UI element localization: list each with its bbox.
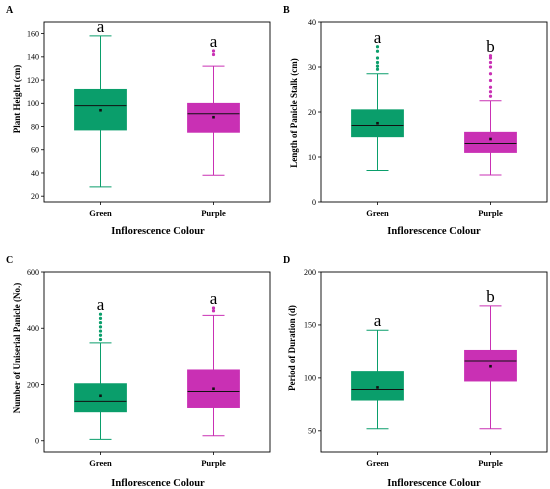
y-tick-label: 50	[308, 427, 316, 436]
panel-a-ylabel: Plant Height (cm)	[12, 65, 22, 133]
y-tick-label: 400	[27, 324, 39, 333]
category-label: Purple	[201, 208, 226, 218]
outlier-point	[488, 54, 493, 58]
y-tick-label: 0	[35, 437, 39, 446]
mean-marker	[376, 121, 379, 125]
panel-c-xlabel: Inflorescence Colour	[111, 478, 205, 489]
category-label: Green	[366, 458, 389, 468]
panel-b: B Length of Panicle Stalk (cm) Infloresc…	[283, 5, 548, 237]
box	[74, 383, 127, 413]
plot-frame	[43, 21, 271, 203]
y-tick-label: 80	[31, 122, 39, 131]
panel-b-xlabel: Inflorescence Colour	[387, 226, 481, 237]
outlier-point	[488, 90, 493, 94]
panel-b-plot: 0 10 20 30 40 Green a Purple b	[308, 18, 548, 218]
panel-a-label: A	[6, 5, 14, 16]
y-tick-label: 120	[27, 76, 39, 85]
category-label: Purple	[478, 208, 503, 218]
category-label: Green	[89, 208, 112, 218]
category-label: Green	[89, 458, 112, 468]
category-label: Purple	[201, 458, 226, 468]
outlier-point	[488, 85, 493, 89]
y-tick-label: 40	[308, 18, 316, 27]
y-tick-label: 40	[31, 169, 39, 178]
outlier-point	[488, 65, 493, 69]
plot-frame	[43, 271, 271, 453]
outlier-point	[488, 60, 493, 65]
outlier-point	[375, 64, 380, 68]
mean-marker	[99, 108, 102, 112]
outlier-point	[98, 337, 103, 342]
y-tick-label: 200	[27, 380, 39, 389]
y-tick-label: 10	[308, 153, 316, 162]
mean-marker	[212, 387, 215, 391]
significance-letter: a	[210, 289, 218, 308]
y-tick-label: 20	[31, 192, 39, 201]
mean-marker	[489, 137, 492, 141]
significance-letter: b	[486, 287, 495, 306]
y-tick-label: 100	[304, 374, 316, 383]
box	[464, 131, 517, 153]
y-tick-label: 200	[304, 268, 316, 277]
panel-d-plot: 50 100 150 200 Green a Purple b	[304, 268, 548, 468]
panel-d-ylabel: Period of Duration (d)	[287, 305, 297, 391]
panel-a-xlabel: Inflorescence Colour	[111, 226, 205, 237]
panel-d-xlabel: Inflorescence Colour	[387, 478, 481, 489]
y-tick-label: 140	[27, 53, 39, 62]
y-tick-label: 60	[31, 146, 39, 155]
significance-letter: b	[486, 37, 495, 56]
outlier-point	[98, 329, 103, 333]
y-tick-label: 600	[27, 268, 39, 277]
outlier-point	[488, 56, 493, 60]
y-tick-label: 100	[27, 99, 39, 108]
mean-marker	[99, 394, 102, 398]
y-tick-label: 30	[308, 63, 316, 72]
outlier-point	[375, 67, 380, 71]
y-tick-label: 160	[27, 29, 39, 38]
outlier-point	[211, 306, 216, 310]
outlier-point	[98, 316, 103, 321]
outlier-point	[211, 309, 216, 313]
outlier-point	[375, 45, 380, 49]
outlier-point	[98, 312, 103, 316]
panel-b-ylabel: Length of Panicle Stalk (cm)	[289, 58, 299, 168]
significance-letter: a	[97, 17, 105, 36]
significance-letter: a	[97, 295, 105, 314]
y-tick-label: 0	[312, 198, 316, 207]
panel-d-label: D	[283, 255, 290, 266]
category-label: Green	[366, 208, 389, 218]
panel-a-plot: 20 40 60 80 100 120 140 160 Green a Purple a	[27, 17, 271, 218]
significance-letter: a	[374, 28, 382, 47]
panel-c-label: C	[6, 255, 13, 266]
outlier-point	[98, 321, 103, 325]
significance-letter: a	[210, 32, 218, 51]
mean-marker	[376, 386, 379, 389]
category-label: Purple	[478, 458, 503, 468]
panel-c-plot: 0 200 400 600 Green a Purple a	[27, 268, 271, 468]
outlier-point	[98, 325, 103, 329]
panel-b-label: B	[283, 5, 290, 16]
y-tick-label: 150	[304, 321, 316, 330]
plot-frame	[320, 271, 548, 453]
outlier-point	[488, 78, 493, 83]
outlier-point	[211, 49, 216, 53]
outlier-point	[375, 49, 380, 53]
y-tick-label: 20	[308, 108, 316, 117]
outlier-point	[375, 60, 380, 65]
outlier-point	[488, 94, 493, 98]
box	[351, 371, 404, 401]
panel-c-ylabel: Number of Uniserial Panicle (No.)	[12, 283, 22, 414]
mean-marker	[489, 364, 492, 368]
panel-c: C Number of Uniserial Panicle (No.) Infl…	[6, 255, 271, 489]
significance-letter: a	[374, 311, 382, 330]
panel-a: A Plant Height (cm) Inflorescence Colour…	[6, 5, 271, 237]
mean-marker	[212, 115, 215, 119]
outlier-point	[211, 52, 216, 57]
outlier-point	[98, 333, 103, 337]
outlier-point	[488, 72, 493, 76]
outlier-point	[375, 56, 380, 60]
panel-d: D Period of Duration (d) Inflorescence C…	[283, 255, 548, 489]
